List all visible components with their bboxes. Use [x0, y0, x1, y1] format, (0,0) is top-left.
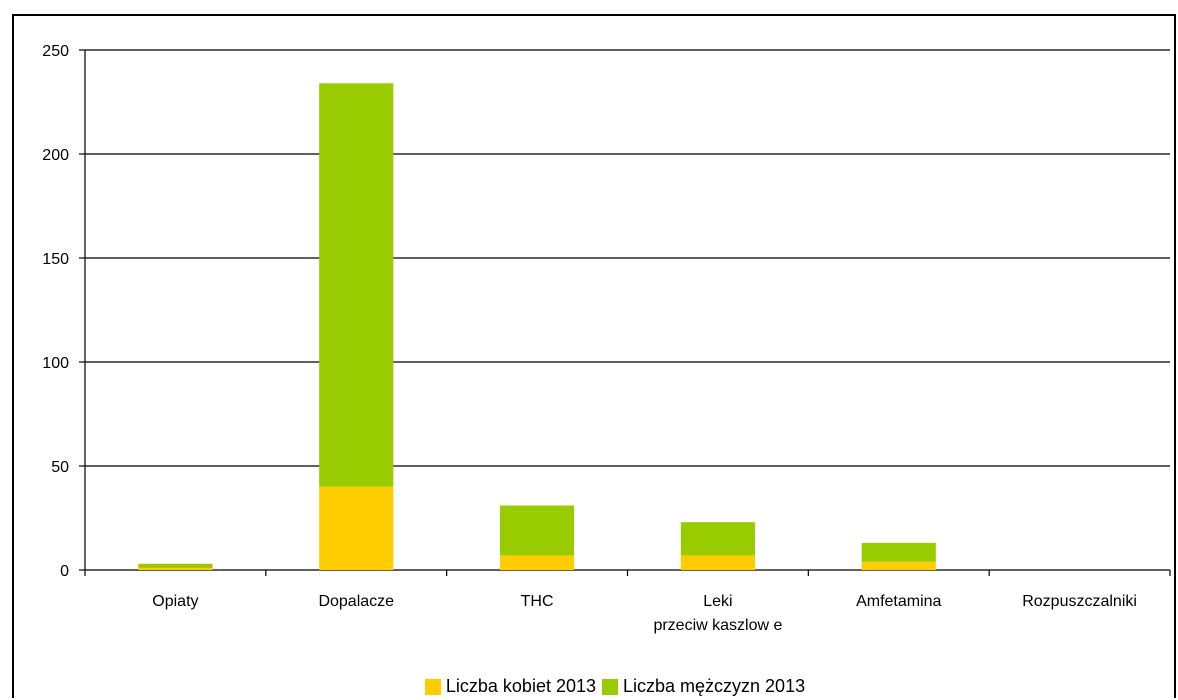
- axes: [79, 49, 1171, 576]
- bar-women-0: [138, 567, 213, 570]
- bar-women-4: [861, 561, 936, 570]
- x-category-label: THC: [521, 593, 554, 610]
- y-tick-label: 100: [42, 355, 69, 372]
- x-category-label: Dopalacze: [318, 593, 394, 610]
- legend-label-women: Liczba kobiet 2013: [445, 676, 596, 696]
- legend-swatch-men: [602, 678, 618, 695]
- x-category-label: Leki: [703, 593, 732, 610]
- bar-men-4: [861, 542, 936, 562]
- legend: Liczba kobiet 2013 Liczba mężczyzn 2013: [0, 676, 1178, 697]
- bar-women-2: [500, 555, 575, 570]
- bar-men-2: [500, 505, 575, 556]
- x-category-label: Rozpuszczalniki: [1022, 593, 1137, 610]
- x-category-label: przeciw kaszlow e: [653, 617, 782, 634]
- bar-women-1: [319, 486, 394, 570]
- y-tick-label: 50: [51, 459, 69, 476]
- bars: [138, 83, 936, 570]
- gridlines: [85, 49, 1170, 467]
- y-tick-label: 0: [60, 563, 69, 580]
- y-tick-label: 200: [42, 147, 69, 164]
- chart-frame: [12, 14, 1176, 698]
- bar-men-3: [680, 522, 755, 556]
- y-tick-label: 250: [42, 43, 69, 60]
- bar-men-1: [319, 83, 394, 487]
- x-category-label: Opiaty: [152, 593, 198, 610]
- bar-men-0: [138, 563, 213, 568]
- legend-item-men: Liczba mężczyzn 2013: [602, 676, 805, 697]
- axis-labels: 0 50 100 150 200 250 Opiaty Dopalacze THC Leki prz…: [42, 43, 1137, 634]
- y-tick-label: 150: [42, 251, 69, 268]
- legend-label-men: Liczba mężczyzn 2013: [623, 676, 806, 696]
- legend-item-women: Liczba kobiet 2013: [424, 676, 596, 697]
- legend-swatch-women: [424, 678, 441, 695]
- x-category-label: Amfetamina: [856, 593, 941, 610]
- bar-women-3: [680, 555, 755, 570]
